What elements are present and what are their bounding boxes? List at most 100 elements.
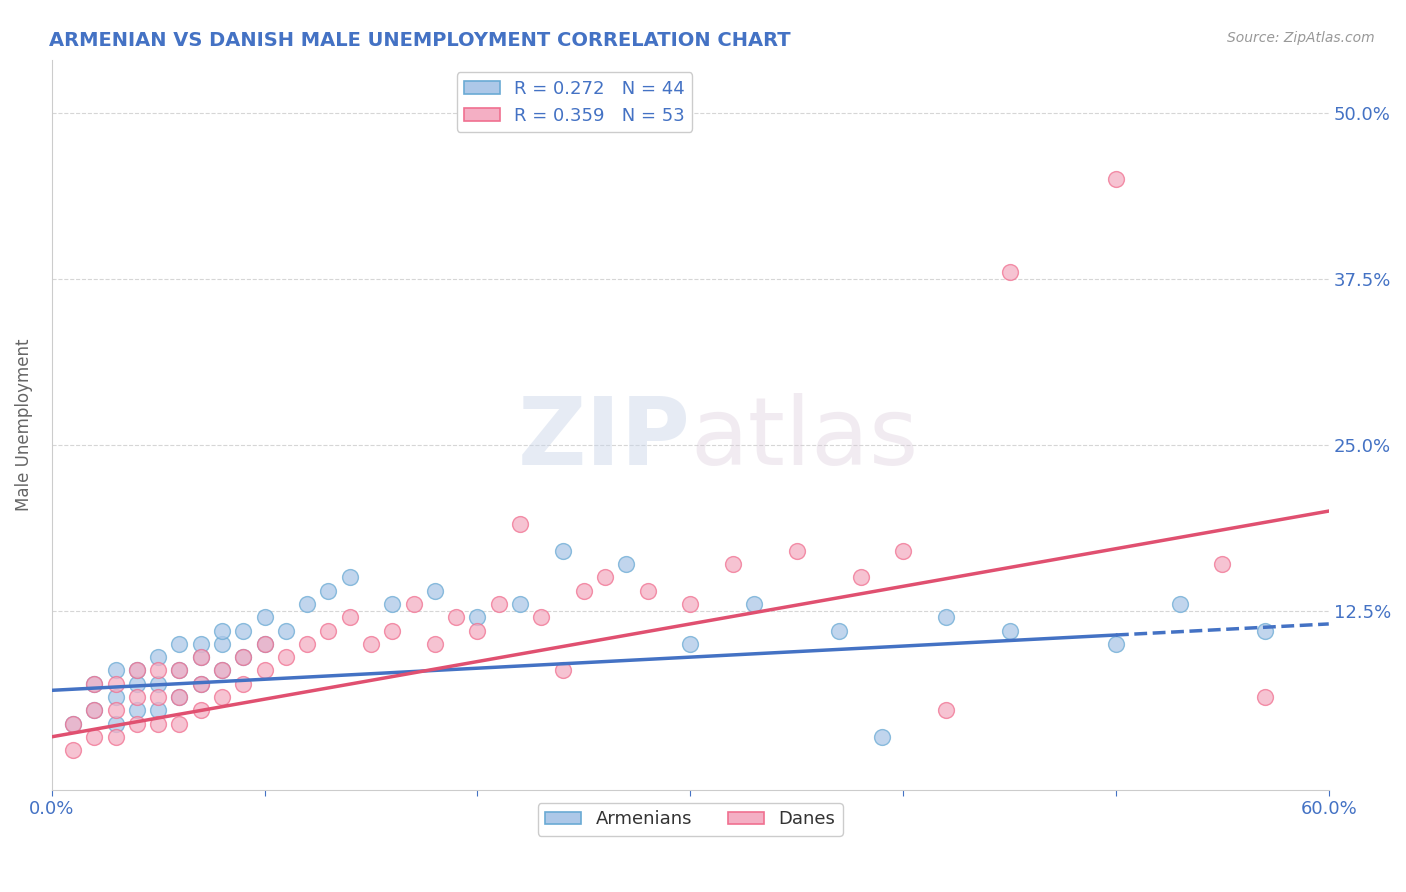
Point [211,664,233,678]
Point [169,637,191,651]
Point [146,690,169,704]
Point [616,557,638,571]
Point [1211,557,1233,571]
Point [339,610,361,624]
Point [1254,624,1277,638]
Point [125,676,148,690]
Point [125,690,148,704]
Point [62,716,84,731]
Point [146,650,169,665]
Point [1105,637,1128,651]
Point [253,637,276,651]
Point [62,743,84,757]
Point [870,730,893,744]
Point [467,610,489,624]
Point [935,703,957,717]
Text: ZIP: ZIP [517,393,690,485]
Point [83,676,105,690]
Point [935,610,957,624]
Point [104,676,127,690]
Point [530,610,553,624]
Point [679,637,702,651]
Point [253,610,276,624]
Point [742,597,765,611]
Point [509,597,531,611]
Point [509,517,531,532]
Point [83,703,105,717]
Point [169,716,191,731]
Point [572,583,595,598]
Point [83,676,105,690]
Point [146,676,169,690]
Point [295,597,318,611]
Point [1105,172,1128,186]
Point [211,637,233,651]
Point [339,570,361,584]
Point [381,597,404,611]
Point [232,650,254,665]
Point [83,730,105,744]
Point [190,637,212,651]
Point [104,690,127,704]
Point [1254,690,1277,704]
Point [232,650,254,665]
Point [253,664,276,678]
Point [190,676,212,690]
Point [146,703,169,717]
Point [125,664,148,678]
Point [125,703,148,717]
Legend: Armenians, Danes: Armenians, Danes [537,803,842,836]
Point [721,557,744,571]
Point [274,624,297,638]
Point [190,650,212,665]
Point [467,624,489,638]
Point [83,703,105,717]
Point [828,624,851,638]
Point [211,690,233,704]
Point [104,703,127,717]
Point [125,664,148,678]
Point [423,637,446,651]
Point [1168,597,1191,611]
Point [190,676,212,690]
Point [786,544,808,558]
Point [169,690,191,704]
Point [211,624,233,638]
Point [274,650,297,665]
Point [849,570,872,584]
Y-axis label: Male Unemployment: Male Unemployment [15,338,32,511]
Point [146,664,169,678]
Point [551,664,574,678]
Point [637,583,659,598]
Point [169,664,191,678]
Point [891,544,914,558]
Point [295,637,318,651]
Point [232,624,254,638]
Point [146,716,169,731]
Point [169,664,191,678]
Point [104,730,127,744]
Point [998,265,1021,279]
Point [360,637,382,651]
Point [444,610,467,624]
Point [232,676,254,690]
Point [62,716,84,731]
Point [190,650,212,665]
Point [104,716,127,731]
Text: ARMENIAN VS DANISH MALE UNEMPLOYMENT CORRELATION CHART: ARMENIAN VS DANISH MALE UNEMPLOYMENT COR… [49,31,790,50]
Point [423,583,446,598]
Point [169,690,191,704]
Point [318,624,340,638]
Point [381,624,404,638]
Point [679,597,702,611]
Point [125,716,148,731]
Point [318,583,340,598]
Point [211,664,233,678]
Point [593,570,616,584]
Point [190,703,212,717]
Point [402,597,425,611]
Point [104,664,127,678]
Point [998,624,1021,638]
Point [488,597,510,611]
Point [551,544,574,558]
